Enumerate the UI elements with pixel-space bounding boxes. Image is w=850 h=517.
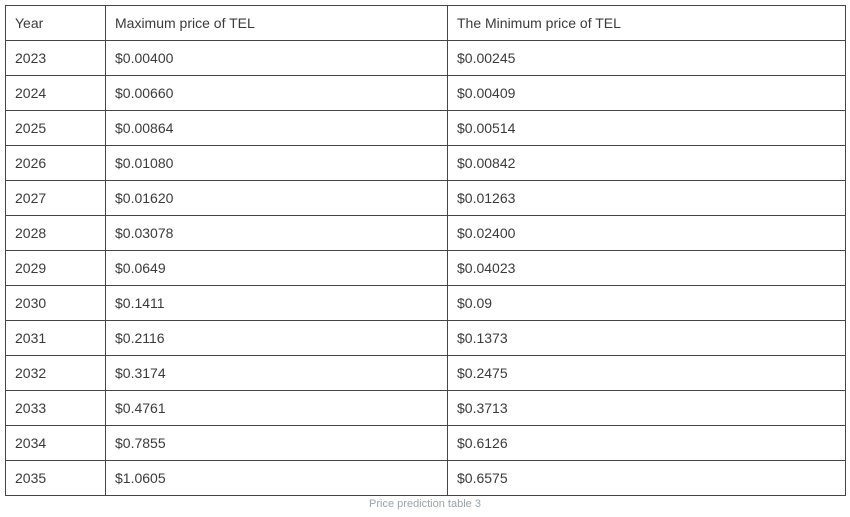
min-price-cell: $0.01263: [447, 180, 846, 216]
table-row: 2023 $0.00400 $0.00245: [5, 40, 846, 76]
max-price-cell: $0.00400: [105, 40, 448, 76]
table-row: 2035 $1.0605 $0.6575: [5, 460, 846, 496]
max-price-cell: $0.01620: [105, 180, 448, 216]
year-cell: 2030: [5, 285, 106, 321]
table-caption: Price prediction table 3: [369, 498, 481, 510]
max-price-cell: $0.2116: [105, 320, 448, 356]
max-price-cell: $0.00660: [105, 75, 448, 111]
max-price-cell: $1.0605: [105, 460, 448, 496]
min-price-cell: $0.00514: [447, 110, 846, 146]
max-price-cell: $0.0649: [105, 250, 448, 286]
year-cell: 2025: [5, 110, 106, 146]
max-price-cell: $0.03078: [105, 215, 448, 251]
min-price-cell: $0.00842: [447, 145, 846, 181]
column-header-year: Year: [5, 5, 106, 41]
min-price-cell: $0.6126: [447, 425, 846, 461]
table-row: 2026 $0.01080 $0.00842: [5, 145, 846, 181]
year-cell: 2031: [5, 320, 106, 356]
table-row: 2029 $0.0649 $0.04023: [5, 250, 846, 286]
max-price-cell: $0.3174: [105, 355, 448, 391]
min-price-cell: $0.3713: [447, 390, 846, 426]
table-row: 2030 $0.1411 $0.09: [5, 285, 846, 321]
max-price-cell: $0.4761: [105, 390, 448, 426]
table-row: 2032 $0.3174 $0.2475: [5, 355, 846, 391]
min-price-cell: $0.04023: [447, 250, 846, 286]
min-price-cell: $0.00409: [447, 75, 846, 111]
table-row: 2034 $0.7855 $0.6126: [5, 425, 846, 461]
year-cell: 2023: [5, 40, 106, 76]
max-price-cell: $0.7855: [105, 425, 448, 461]
table-row: 2025 $0.00864 $0.00514: [5, 110, 846, 146]
min-price-cell: $0.6575: [447, 460, 846, 496]
max-price-cell: $0.00864: [105, 110, 448, 146]
year-cell: 2032: [5, 355, 106, 391]
year-cell: 2034: [5, 425, 106, 461]
table-row: 2031 $0.2116 $0.1373: [5, 320, 846, 356]
year-cell: 2027: [5, 180, 106, 216]
min-price-cell: $0.1373: [447, 320, 846, 356]
table-header-row: Year Maximum price of TEL The Minimum pr…: [5, 5, 846, 41]
table-row: 2024 $0.00660 $0.00409: [5, 75, 846, 111]
min-price-cell: $0.09: [447, 285, 846, 321]
year-cell: 2024: [5, 75, 106, 111]
year-cell: 2028: [5, 215, 106, 251]
year-cell: 2035: [5, 460, 106, 496]
price-prediction-table: Year Maximum price of TEL The Minimum pr…: [5, 5, 846, 496]
min-price-cell: $0.2475: [447, 355, 846, 391]
table-row: 2028 $0.03078 $0.02400: [5, 215, 846, 251]
max-price-cell: $0.1411: [105, 285, 448, 321]
year-cell: 2026: [5, 145, 106, 181]
max-price-cell: $0.01080: [105, 145, 448, 181]
min-price-cell: $0.02400: [447, 215, 846, 251]
table-row: 2033 $0.4761 $0.3713: [5, 390, 846, 426]
table-body: 2023 $0.00400 $0.00245 2024 $0.00660 $0.…: [5, 40, 846, 496]
year-cell: 2033: [5, 390, 106, 426]
table-row: 2027 $0.01620 $0.01263: [5, 180, 846, 216]
column-header-min-price: The Minimum price of TEL: [447, 5, 846, 41]
min-price-cell: $0.00245: [447, 40, 846, 76]
year-cell: 2029: [5, 250, 106, 286]
column-header-max-price: Maximum price of TEL: [105, 5, 448, 41]
